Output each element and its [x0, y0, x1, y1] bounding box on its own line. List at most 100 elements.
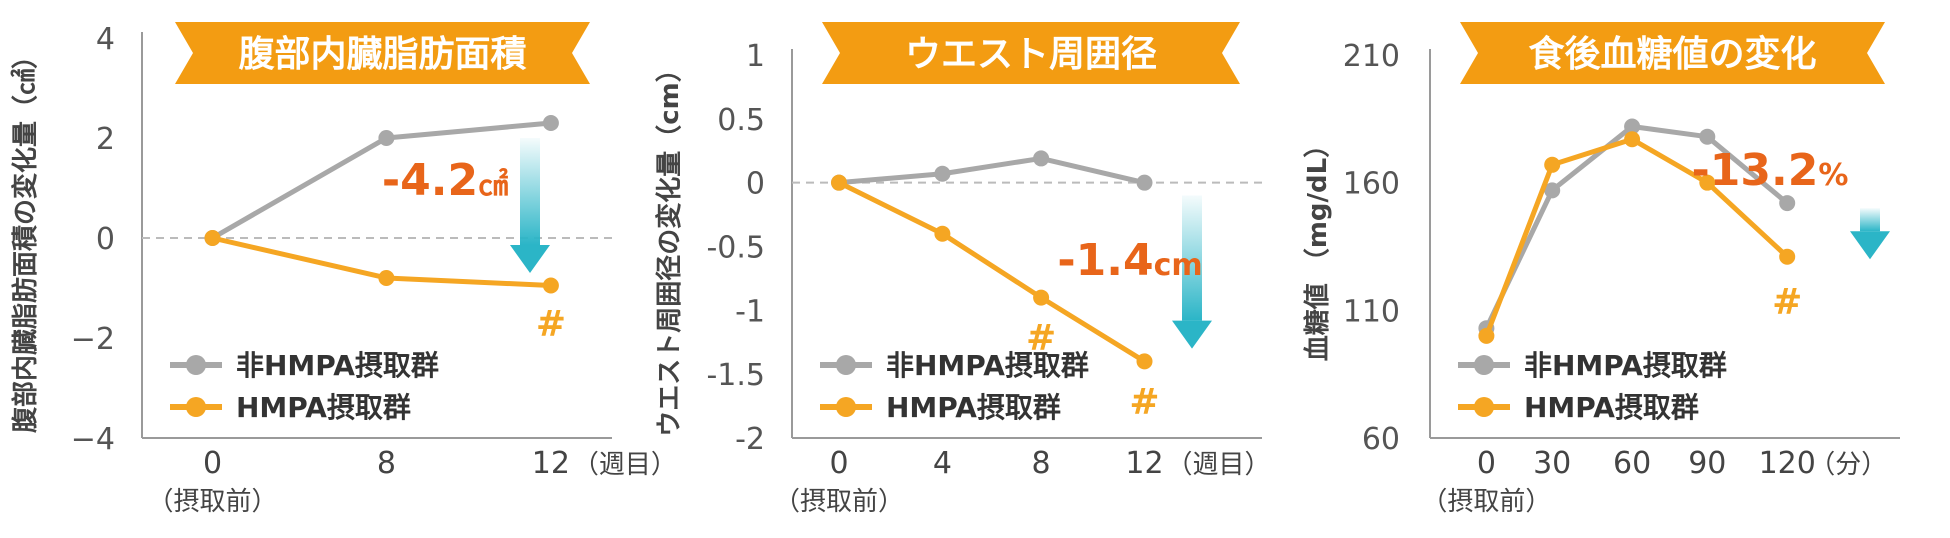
reduction-annotation: -1.4cm	[1057, 235, 1202, 286]
legend-label: 非HMPA摂取群	[236, 349, 439, 382]
x-tick-label: 120	[1759, 446, 1816, 481]
data-point-hmpa	[1699, 174, 1716, 191]
data-point-hmpa	[1624, 131, 1641, 148]
x-axis-unit: （週目）	[573, 450, 677, 480]
legend: 非HMPA摂取群 HMPA摂取群	[170, 349, 439, 424]
series-line-control	[838, 155, 1146, 186]
y-tick-label: −2	[71, 322, 115, 357]
x-tick-label: 12	[1125, 446, 1163, 481]
legend-swatch-marker	[186, 397, 206, 417]
y-tick-label: 60	[1362, 422, 1400, 457]
title-banner	[822, 22, 1240, 84]
x-baseline-label: （摂取前）	[774, 487, 904, 517]
y-tick-label: -1	[735, 294, 765, 329]
reduction-annotation: -4.2㎠	[382, 155, 508, 206]
y-tick-label: 0.5	[717, 103, 765, 138]
x-baseline-label: （摂取前）	[1421, 487, 1551, 517]
data-point-hmpa	[1033, 289, 1050, 306]
legend-label: HMPA摂取群	[886, 391, 1061, 424]
legend: 非HMPA摂取群 HMPA摂取群	[1458, 349, 1727, 424]
reduction-arrow-head	[510, 245, 550, 273]
y-tick-label: -1.5	[706, 358, 765, 393]
y-tick-label: −4	[71, 422, 115, 457]
legend: 非HMPA摂取群 HMPA摂取群	[820, 349, 1089, 424]
x-tick-label: 0	[829, 446, 848, 481]
significance-marker: #	[1026, 318, 1056, 359]
legend-label: 非HMPA摂取群	[886, 349, 1089, 382]
data-point-hmpa	[542, 277, 559, 294]
x-axis-unit: （分）	[1809, 450, 1887, 480]
x-tick-label: 0	[203, 446, 222, 481]
legend-swatch-marker	[1474, 397, 1494, 417]
y-axis-label: ウエスト周囲径の変化量（cm）	[654, 56, 685, 437]
data-point-control	[1033, 150, 1050, 167]
data-point-control	[1624, 118, 1641, 135]
legend-swatch-marker	[836, 355, 856, 375]
x-tick-label: 0	[1477, 446, 1496, 481]
x-baseline-label: （摂取前）	[147, 487, 277, 517]
data-point-control	[1136, 174, 1153, 191]
reduction-arrow-head	[1850, 231, 1890, 260]
data-point-hmpa	[378, 270, 395, 286]
data-point-control	[542, 115, 559, 131]
reduction-unit: %	[1818, 158, 1848, 193]
chart-panel-2: 1 0.5 0 -0.5 -1 -1.5 -2 ウエスト周囲径の変化量（cm） 0 4 8 12 （週目…	[654, 22, 1271, 517]
data-point-control	[378, 130, 395, 146]
y-tick-label: 1	[746, 39, 765, 74]
y-axis-label: 腹部内臓脂肪面積の変化量（㎠）	[10, 43, 41, 434]
x-tick-label: 30	[1533, 446, 1571, 481]
reduction-arrow-shaft	[520, 138, 540, 245]
x-axis-unit: （週目）	[1167, 450, 1271, 480]
data-point-hmpa	[1779, 248, 1796, 265]
reduction-annotation: -13.2%	[1692, 145, 1849, 196]
y-tick-label: 4	[96, 22, 115, 57]
data-point-hmpa	[1478, 327, 1495, 344]
chart-title: ウエスト周囲径	[905, 34, 1157, 75]
data-point-hmpa	[934, 225, 951, 242]
y-tick-label: 210	[1343, 39, 1400, 74]
chart-panel-3: 210 160 110 60 血糖値 （mg/dL） 0 30 60 90 120（分） （摂取前）…	[1302, 22, 1900, 517]
data-point-hmpa	[1136, 353, 1153, 370]
title-banner	[1460, 22, 1885, 84]
x-tick-label: 4	[933, 446, 952, 481]
title-banner	[175, 22, 590, 84]
data-point-control	[934, 165, 951, 182]
legend-swatch-marker	[186, 355, 206, 375]
reduction-arrow-shaft	[1182, 195, 1202, 321]
data-point-hmpa	[1544, 156, 1561, 173]
significance-marker: #	[1772, 282, 1802, 323]
significance-marker: #	[1129, 381, 1159, 422]
data-point-control	[1544, 182, 1561, 199]
reduction-unit: ㎠	[478, 168, 508, 203]
significance-marker: #	[536, 304, 566, 345]
y-tick-label: 0	[746, 167, 765, 202]
data-point-hmpa	[831, 174, 847, 191]
reduction-unit: cm	[1154, 248, 1203, 283]
x-tick-label: 8	[377, 446, 396, 481]
chart-title: 腹部内臓脂肪面積	[238, 34, 526, 75]
x-tick-label: 12	[532, 446, 570, 481]
series-line-hmpa	[837, 180, 1146, 364]
data-point-control	[1779, 195, 1796, 212]
reduction-arrow-head	[1172, 320, 1212, 349]
y-tick-label: -2	[735, 422, 765, 457]
legend-swatch-marker	[836, 397, 856, 417]
y-tick-label: 110	[1343, 294, 1400, 329]
reduction-value: -1.4	[1057, 235, 1153, 286]
y-tick-label: 0	[96, 222, 115, 257]
x-tick-label: 8	[1032, 446, 1051, 481]
legend-label: HMPA摂取群	[236, 391, 411, 424]
chart-title: 食後血糖値の変化	[1528, 33, 1816, 75]
legend-label: 非HMPA摂取群	[1524, 349, 1727, 382]
x-tick-label: 90	[1688, 446, 1726, 481]
y-axis-label: 血糖値 （mg/dL）	[1302, 132, 1333, 361]
reduction-arrow-shaft	[1860, 208, 1880, 232]
y-tick-label: 2	[96, 122, 115, 157]
data-point-hmpa	[204, 230, 221, 246]
legend-label: HMPA摂取群	[1524, 391, 1699, 424]
legend-swatch-marker	[1474, 355, 1494, 375]
data-point-control	[1699, 128, 1716, 145]
y-tick-label: 160	[1343, 167, 1400, 202]
